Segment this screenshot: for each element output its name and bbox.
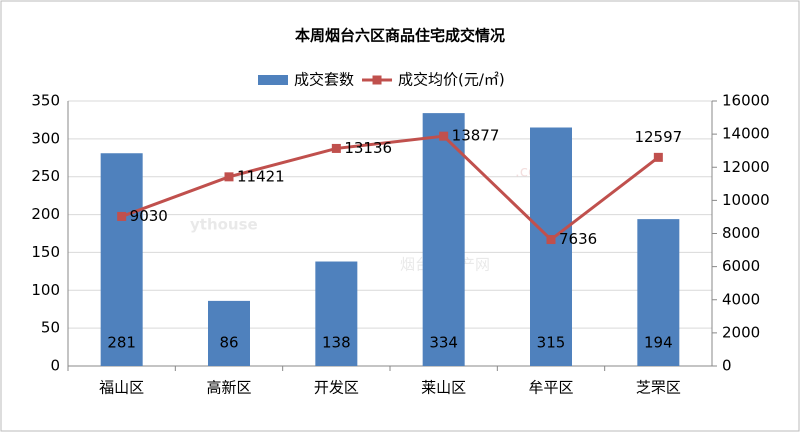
legend-label: 成交套数 [294, 71, 354, 89]
x-tick-label: 高新区 [206, 379, 251, 397]
bar [637, 219, 680, 366]
legend-swatch [372, 75, 382, 85]
bar-value-label: 281 [107, 334, 136, 352]
line-marker [117, 211, 127, 221]
bar-value-label: 334 [429, 334, 458, 352]
line-value-label: 9030 [130, 207, 168, 225]
y2-tick-label: 0 [722, 357, 732, 375]
line-value-label: 11421 [237, 167, 285, 185]
x-tick-label: 开发区 [314, 379, 359, 397]
line-marker [546, 235, 556, 245]
y2-tick-label: 8000 [722, 224, 760, 242]
bar [315, 261, 358, 366]
bar [208, 300, 250, 366]
line-marker [653, 152, 663, 162]
y-tick-label: 250 [31, 167, 60, 185]
bar-value-label: 138 [322, 334, 351, 352]
y2-tick-label: 16000 [722, 92, 770, 110]
x-tick-label: 福山区 [99, 379, 144, 397]
bar-value-label: 194 [644, 334, 673, 352]
chart-title: 本周烟台六区商品住宅成交情况 [295, 27, 505, 45]
line-value-label: 7636 [559, 230, 597, 248]
bar [530, 127, 572, 366]
line-value-label: 13136 [344, 139, 392, 157]
x-tick-label: 芝罘区 [636, 379, 681, 397]
line-value-label: 12597 [634, 128, 682, 146]
y-tick-label: 350 [31, 92, 60, 110]
y-tick-label: 200 [31, 205, 60, 223]
y-tick-label: 300 [31, 129, 60, 147]
x-tick-label: 牟平区 [528, 379, 573, 397]
legend-label: 成交均价(元/㎡) [398, 71, 505, 89]
y2-tick-label: 6000 [722, 257, 760, 275]
bar [422, 113, 465, 366]
y2-tick-label: 14000 [722, 125, 770, 143]
y-tick-label: 100 [31, 281, 60, 299]
y2-tick-label: 4000 [722, 290, 760, 308]
y-tick-label: 0 [50, 357, 60, 375]
y-tick-label: 50 [41, 319, 60, 337]
bar [100, 153, 143, 366]
y-tick-label: 150 [31, 243, 60, 261]
bar-value-label: 86 [219, 334, 238, 352]
line [121, 134, 660, 242]
bar-value-label: 315 [537, 334, 566, 352]
line-marker [439, 131, 449, 141]
line-marker [331, 143, 341, 153]
legend-swatch [258, 75, 288, 85]
watermark-main: ythouse [190, 216, 258, 234]
y2-tick-label: 10000 [722, 191, 770, 209]
line-value-label: 13877 [452, 127, 500, 145]
x-tick-label: 莱山区 [421, 379, 466, 397]
line-marker [224, 172, 234, 182]
y2-tick-label: 12000 [722, 158, 770, 176]
y2-tick-label: 2000 [722, 323, 760, 341]
